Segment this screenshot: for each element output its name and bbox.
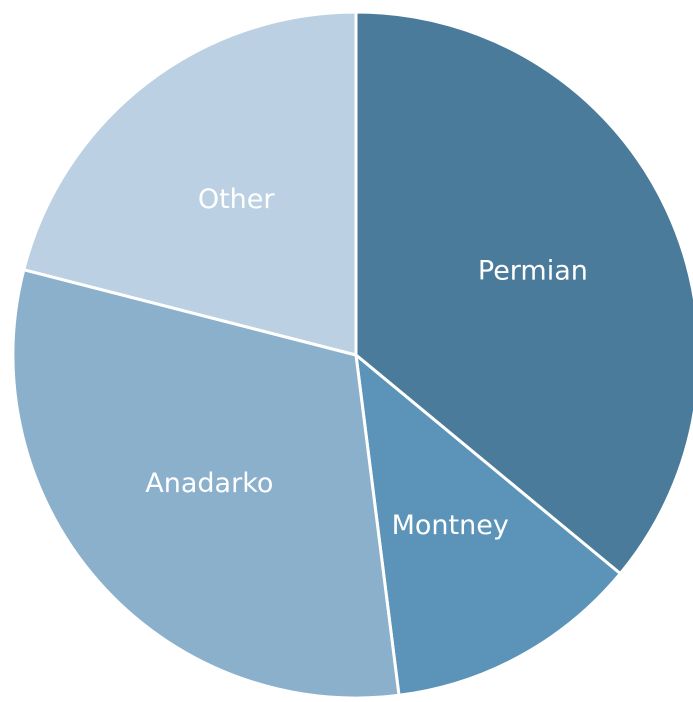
slice-label: Other (198, 184, 276, 215)
pie-slice (354, 351, 623, 697)
slice-label: Montney (392, 510, 509, 541)
pie-slice (11, 267, 401, 700)
slice-label: Anadarko (145, 468, 273, 499)
slice-label: Permian (478, 255, 588, 286)
pie-slice (21, 10, 358, 357)
pie-slice (354, 10, 693, 576)
